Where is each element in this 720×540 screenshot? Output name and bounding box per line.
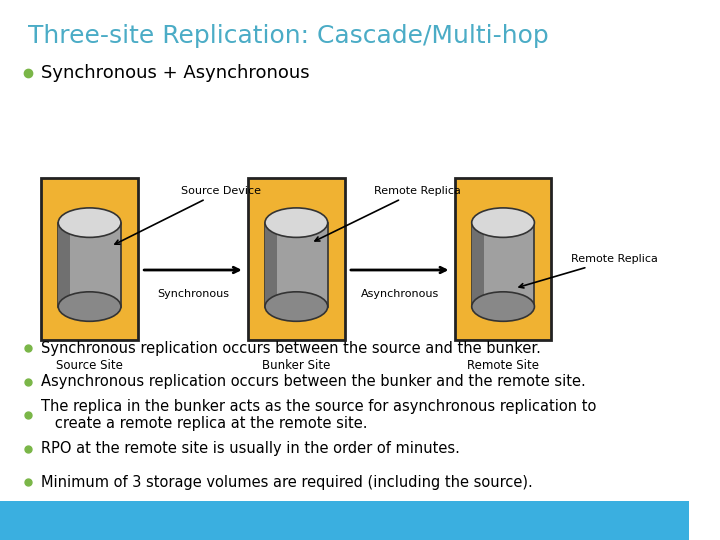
- Ellipse shape: [472, 292, 534, 321]
- Polygon shape: [472, 222, 484, 307]
- Text: Remote Replica: Remote Replica: [315, 186, 460, 241]
- Text: Minimum of 3 storage volumes are required (including the source).: Minimum of 3 storage volumes are require…: [41, 475, 533, 490]
- Polygon shape: [265, 222, 328, 307]
- FancyBboxPatch shape: [248, 178, 345, 340]
- Ellipse shape: [265, 292, 328, 321]
- Ellipse shape: [265, 208, 328, 238]
- Text: Synchronous replication occurs between the source and the bunker.: Synchronous replication occurs between t…: [41, 341, 541, 356]
- Text: Module 12: Remote Replication: Module 12: Remote Replication: [496, 517, 649, 526]
- Text: Synchronous: Synchronous: [157, 289, 229, 299]
- Polygon shape: [472, 222, 534, 307]
- Text: Remote Replica: Remote Replica: [519, 254, 657, 288]
- Polygon shape: [58, 222, 121, 307]
- FancyBboxPatch shape: [0, 501, 689, 540]
- Text: Asynchronous: Asynchronous: [361, 289, 438, 299]
- Text: RPO at the remote site is usually in the order of minutes.: RPO at the remote site is usually in the…: [41, 441, 460, 456]
- Ellipse shape: [472, 208, 534, 238]
- Text: Remote Site: Remote Site: [467, 359, 539, 372]
- Text: 19: 19: [668, 517, 680, 526]
- Text: The replica in the bunker acts as the source for asynchronous replication to
   : The replica in the bunker acts as the so…: [41, 399, 597, 431]
- Text: Asynchronous replication occurs between the bunker and the remote site.: Asynchronous replication occurs between …: [41, 374, 586, 389]
- Text: Synchronous + Asynchronous: Synchronous + Asynchronous: [41, 64, 310, 82]
- Text: Source Device: Source Device: [115, 186, 261, 244]
- FancyBboxPatch shape: [41, 178, 138, 340]
- Text: EMC Proven Professional. Copyright © 2012 EMC Corporation. All Rights Reserved.: EMC Proven Professional. Copyright © 201…: [14, 517, 418, 526]
- Ellipse shape: [58, 292, 121, 321]
- Text: Bunker Site: Bunker Site: [262, 359, 330, 372]
- Polygon shape: [265, 222, 277, 307]
- FancyBboxPatch shape: [455, 178, 552, 340]
- Text: Three-site Replication: Cascade/Multi-hop: Three-site Replication: Cascade/Multi-ho…: [27, 24, 549, 48]
- Ellipse shape: [58, 208, 121, 238]
- Text: Source Site: Source Site: [56, 359, 123, 372]
- Polygon shape: [58, 222, 70, 307]
